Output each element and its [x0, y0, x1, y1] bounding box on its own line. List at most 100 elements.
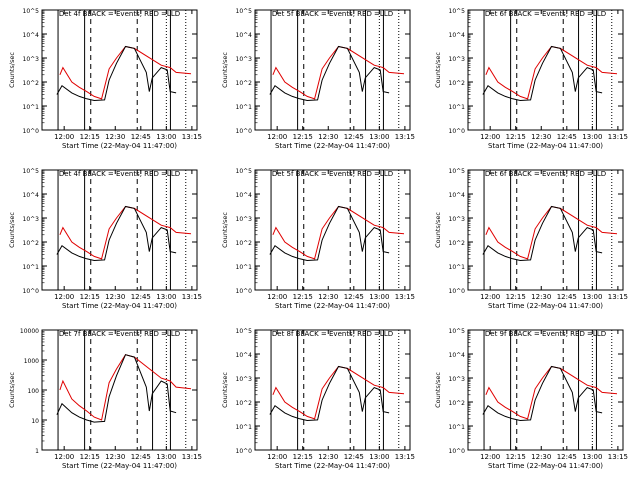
y-tick-label: 10^1: [236, 104, 253, 111]
y-tick-label: 10^3: [449, 216, 466, 223]
y-tick-label: 10^0: [449, 288, 466, 295]
x-axis-label: Start Time (22-May-04 11:47:00): [275, 302, 390, 310]
x-tick-label: 13:00: [156, 453, 176, 461]
x-tick-label: 12:45: [557, 453, 577, 461]
y-tick-label: 10^3: [236, 376, 253, 383]
lld-series: [272, 45, 405, 100]
y-tick-label: 10^3: [23, 216, 40, 223]
panel-title: Det 7f BLACK = Events, RED =LLD: [59, 330, 180, 338]
x-axis-label: Start Time (22-May-04 11:47:00): [275, 142, 390, 150]
y-axis-label: Counts/sec: [434, 212, 442, 248]
y-tick-label: 10^3: [449, 376, 466, 383]
lld-series: [485, 365, 618, 420]
events-series: [482, 205, 603, 262]
y-tick-label: 10^3: [449, 56, 466, 63]
x-tick-label: 13:00: [582, 293, 602, 301]
plot-frame: [41, 329, 198, 451]
x-tick-label: 13:00: [369, 133, 389, 141]
lld-series: [59, 205, 192, 260]
y-tick-label: 10000: [20, 328, 39, 335]
y-tick-label: 10: [31, 418, 39, 425]
x-tick-label: 12:15: [293, 453, 313, 461]
chart-panel: 10^0 10^1 10^2 10^3 10^4 10^5 12:00 12:15 12:30 1…: [434, 328, 628, 470]
y-tick-label: 10^0: [449, 448, 466, 455]
x-tick-label: 12:45: [557, 133, 577, 141]
x-tick-label: 13:15: [182, 453, 202, 461]
x-axis-label: Start Time (22-May-04 11:47:00): [62, 142, 177, 150]
y-axis-label: Counts/sec: [8, 372, 16, 408]
x-tick-label: 13:00: [369, 453, 389, 461]
x-tick-label: 12:00: [480, 453, 500, 461]
y-tick-label: 10^2: [449, 80, 466, 87]
panel-title: Det 5f BLACK = Events, RED =LLD: [272, 10, 393, 18]
x-tick-label: 12:45: [557, 293, 577, 301]
x-tick-label: 12:30: [105, 133, 125, 141]
lld-series: [59, 354, 192, 421]
lld-series: [485, 45, 618, 100]
x-tick-label: 12:30: [318, 293, 338, 301]
y-axis-label: Counts/sec: [434, 52, 442, 88]
chart-panel: 10^0 10^1 10^2 10^3 10^4 10^5 12:00 12:15 12:30 1…: [221, 168, 415, 310]
y-tick-label: 10^5: [449, 168, 466, 175]
y-tick-label: 10^5: [449, 328, 466, 335]
y-tick-label: 10^1: [449, 104, 466, 111]
x-tick-label: 12:45: [131, 453, 151, 461]
y-tick-label: 10^5: [236, 168, 253, 175]
events-series: [482, 45, 603, 102]
y-tick-label: 10^4: [449, 352, 466, 359]
plot-frame: [467, 9, 624, 131]
y-tick-label: 10^4: [449, 192, 466, 199]
y-tick-label: 10^0: [449, 128, 466, 135]
x-tick-label: 13:15: [395, 453, 415, 461]
y-tick-label: 10^1: [449, 424, 466, 431]
x-tick-label: 12:00: [54, 293, 74, 301]
x-tick-label: 13:00: [582, 133, 602, 141]
y-tick-label: 1000: [24, 358, 39, 365]
y-tick-label: 10^2: [23, 240, 40, 247]
y-tick-label: 10^1: [23, 104, 40, 111]
y-tick-label: 10^3: [23, 56, 40, 63]
y-tick-label: 10^1: [236, 424, 253, 431]
x-tick-label: 12:30: [105, 453, 125, 461]
x-tick-label: 12:45: [344, 133, 364, 141]
chart-panel: 10^0 10^1 10^2 10^3 10^4 10^5 12:00 12:15 12:30 1…: [434, 8, 628, 150]
x-tick-label: 12:30: [531, 293, 551, 301]
x-axis-label: Start Time (22-May-04 11:47:00): [62, 302, 177, 310]
y-tick-label: 10^2: [236, 400, 253, 407]
y-tick-label: 10^0: [236, 128, 253, 135]
y-tick-label: 10^2: [449, 240, 466, 247]
y-tick-label: 10^5: [236, 328, 253, 335]
plot-frame: [254, 169, 411, 291]
chart-panel: 10^0 10^1 10^2 10^3 10^4 10^5 12:00 12:15 12:30 1…: [8, 8, 202, 150]
y-tick-label: 10^4: [23, 192, 40, 199]
x-tick-label: 12:00: [480, 133, 500, 141]
y-tick-label: 10^5: [23, 168, 40, 175]
panel-title: Det 9f BLACK = Events, RED =LLD: [485, 330, 606, 338]
events-series: [269, 45, 390, 102]
y-tick-label: 10^1: [23, 264, 40, 271]
y-tick-label: 10^4: [236, 352, 253, 359]
x-tick-label: 12:45: [344, 293, 364, 301]
y-axis-label: Counts/sec: [221, 372, 229, 408]
events-series: [56, 205, 177, 262]
events-series: [56, 45, 177, 102]
y-axis-label: Counts/sec: [434, 372, 442, 408]
events-series: [482, 365, 603, 422]
plot-frame: [467, 329, 624, 451]
chart-panel: 10^0 10^1 10^2 10^3 10^4 10^5 12:00 12:15 12:30 1…: [221, 328, 415, 470]
panel-title: Det 6f BLACK = Events, RED =LLD: [485, 10, 606, 18]
chart-panel: 10^0 10^1 10^2 10^3 10^4 10^5 12:00 12:15 12:30 1…: [8, 168, 202, 310]
x-tick-label: 12:00: [267, 133, 287, 141]
x-tick-label: 12:00: [54, 133, 74, 141]
y-tick-label: 10^5: [449, 8, 466, 15]
x-tick-label: 12:15: [506, 133, 526, 141]
x-tick-label: 12:45: [131, 133, 151, 141]
x-tick-label: 12:15: [506, 293, 526, 301]
y-tick-label: 10^3: [236, 56, 253, 63]
x-tick-label: 12:00: [480, 293, 500, 301]
y-tick-label: 10^2: [236, 80, 253, 87]
y-tick-label: 10^0: [236, 448, 253, 455]
x-tick-label: 13:15: [395, 133, 415, 141]
plot-frame: [254, 9, 411, 131]
